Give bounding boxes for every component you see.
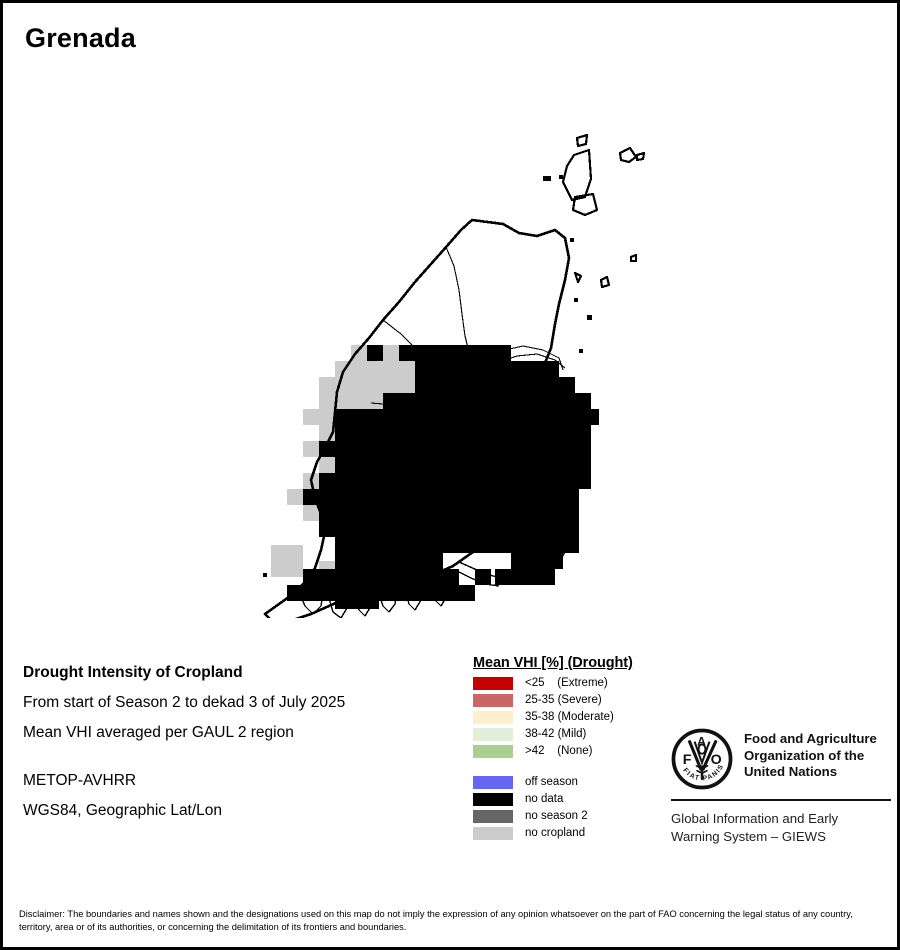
legend-item-no-cropland[interactable]: no cropland bbox=[473, 826, 673, 841]
legend-item-none[interactable]: >42 (None) bbox=[473, 744, 673, 759]
legend-swatch-none bbox=[473, 745, 513, 758]
fao-logo-block: F A O FIAT PANIS Food and Agriculture Or… bbox=[671, 728, 896, 846]
giews-line2: Warning System – GIEWS bbox=[671, 829, 826, 844]
svg-text:O: O bbox=[711, 752, 722, 768]
svg-text:F: F bbox=[683, 752, 692, 768]
fao-org-line3: United Nations bbox=[744, 764, 838, 779]
page-title: Grenada bbox=[25, 23, 136, 53]
legend-swatch-no-data bbox=[473, 793, 513, 806]
raster-no-data bbox=[287, 345, 599, 609]
legend-swatch-mild bbox=[473, 728, 513, 741]
info-sensor: METOP-AVHRR bbox=[23, 772, 137, 789]
legend-label-severe: 25-35 (Severe) bbox=[525, 694, 602, 706]
legend-title: Mean VHI [%] (Drought) bbox=[473, 655, 633, 671]
info-period: From start of Season 2 to dekad 3 of Jul… bbox=[23, 694, 346, 711]
fao-org-line2: Organization of the bbox=[744, 747, 865, 763]
legend-item-extreme[interactable]: <25 (Extreme) bbox=[473, 676, 673, 691]
legend-label-no-data: no data bbox=[525, 793, 564, 805]
legend-label-extreme: <25 (Extreme) bbox=[525, 677, 608, 689]
legend-spacer bbox=[473, 761, 673, 775]
legend-swatch-no-season-2 bbox=[473, 810, 513, 823]
legend-item-off-season[interactable]: off season bbox=[473, 775, 673, 790]
legend-swatch-no-cropland bbox=[473, 827, 513, 840]
legend-label-mild: 38-42 (Mild) bbox=[525, 728, 587, 740]
legend-item-no-data[interactable]: no data bbox=[473, 792, 673, 807]
fao-emblem-icon: F A O FIAT PANIS bbox=[671, 728, 733, 790]
grenadine-islands bbox=[561, 133, 646, 289]
fao-organization-name: Food and Agriculture Organization of the… bbox=[744, 728, 877, 781]
legend-label-no-season-2: no season 2 bbox=[525, 810, 588, 822]
legend-label-no-cropland: no cropland bbox=[525, 827, 586, 839]
legend-label-off-season: off season bbox=[525, 776, 578, 788]
coastline-main-island bbox=[263, 218, 571, 618]
grenadine-islets bbox=[263, 175, 592, 577]
legend-swatch-severe bbox=[473, 694, 513, 707]
legend-label-moderate: 35-38 (Moderate) bbox=[525, 711, 614, 723]
map-info-block: Drought Intensity of Cropland From start… bbox=[23, 658, 453, 826]
info-heading: Drought Intensity of Cropland bbox=[23, 664, 243, 681]
legend-item-mild[interactable]: 38-42 (Mild) bbox=[473, 727, 673, 742]
legend-item-severe[interactable]: 25-35 (Severe) bbox=[473, 693, 673, 708]
giews-line1: Global Information and Early bbox=[671, 811, 839, 826]
disclaimer-text: Disclaimer: The boundaries and names sho… bbox=[19, 909, 853, 932]
legend-item-moderate[interactable]: 35-38 (Moderate) bbox=[473, 710, 673, 725]
map-canvas[interactable] bbox=[3, 58, 897, 618]
info-spacer bbox=[23, 748, 453, 766]
fao-org-line1: Food and Agriculture bbox=[744, 731, 877, 746]
giews-subtitle: Global Information and Early Warning Sys… bbox=[671, 810, 896, 846]
info-projection: WGS84, Geographic Lat/Lon bbox=[23, 802, 223, 819]
svg-text:A: A bbox=[697, 734, 706, 748]
legend-swatch-off-season bbox=[473, 776, 513, 789]
admin-boundaries-gaul2 bbox=[370, 246, 566, 489]
map-legend: Mean VHI [%] (Drought) <25 (Extreme) 25-… bbox=[473, 655, 673, 843]
legend-item-no-season-2[interactable]: no season 2 bbox=[473, 809, 673, 824]
fao-divider bbox=[671, 799, 891, 801]
coastline-south-detail bbox=[298, 551, 566, 618]
info-method: Mean VHI averaged per GAUL 2 region bbox=[23, 724, 294, 741]
legend-swatch-moderate bbox=[473, 711, 513, 724]
legend-label-none: >42 (None) bbox=[525, 745, 593, 757]
legend-swatch-extreme bbox=[473, 677, 513, 690]
